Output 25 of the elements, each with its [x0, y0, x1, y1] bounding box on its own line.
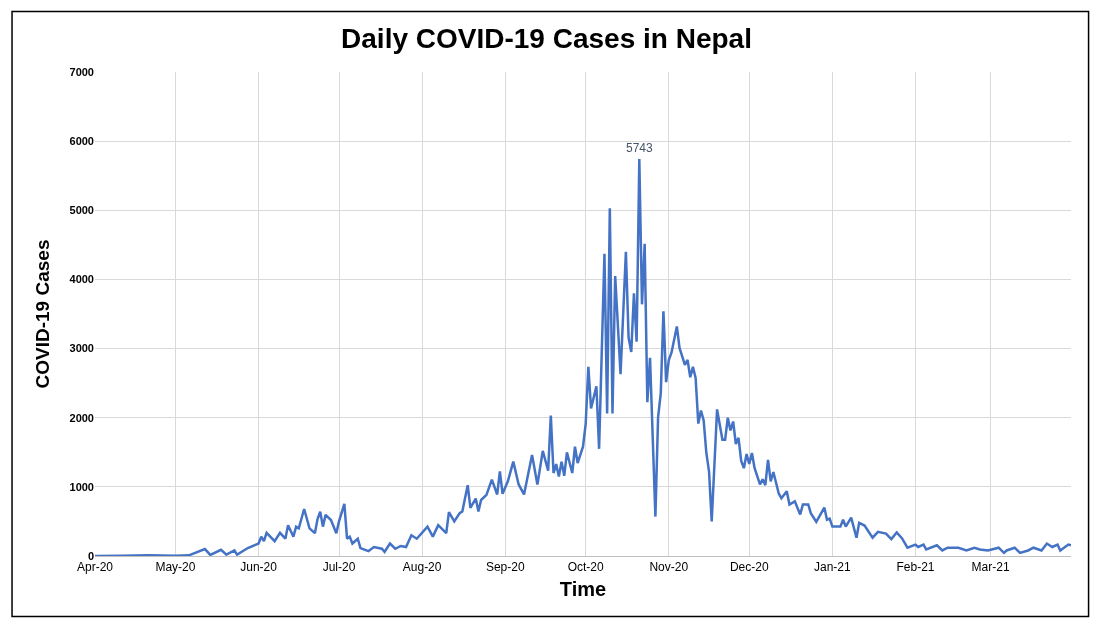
x-tick-label: Jul-20	[322, 560, 356, 575]
x-tick-label: Sep-20	[485, 560, 525, 575]
x-tick-label: Dec-20	[729, 560, 769, 575]
x-tick-label: Nov-20	[649, 560, 689, 575]
y-tick-label: 6000	[69, 134, 94, 147]
line-series	[95, 157, 1071, 556]
y-tick-label: 1000	[69, 480, 94, 493]
y-tick-label: 7000	[69, 65, 94, 78]
x-axis-title: Time	[559, 577, 607, 600]
x-tick-label: May-20	[155, 560, 196, 575]
x-tick-label: Oct-20	[567, 560, 605, 575]
x-tick-label: Mar-21	[971, 560, 1010, 575]
y-tick-label: 4000	[69, 273, 94, 286]
x-tick-label: Aug-20	[402, 560, 442, 575]
y-tick-label: 3000	[69, 342, 94, 355]
x-tick-label: Apr-20	[76, 560, 114, 575]
x-tick-label: Jan-21	[814, 560, 852, 575]
y-axis-title: COVID-19 Cases	[32, 239, 54, 389]
chart-title: Daily COVID-19 Cases in Nepal	[341, 22, 752, 54]
y-tick-label: 0	[87, 549, 94, 562]
y-tick-label: 2000	[69, 411, 94, 424]
y-tick-label: 5000	[69, 204, 94, 217]
x-tick-label: Feb-21	[896, 560, 935, 575]
x-tick-label: Jun-20	[240, 560, 278, 575]
annotation: 5743	[626, 141, 654, 155]
